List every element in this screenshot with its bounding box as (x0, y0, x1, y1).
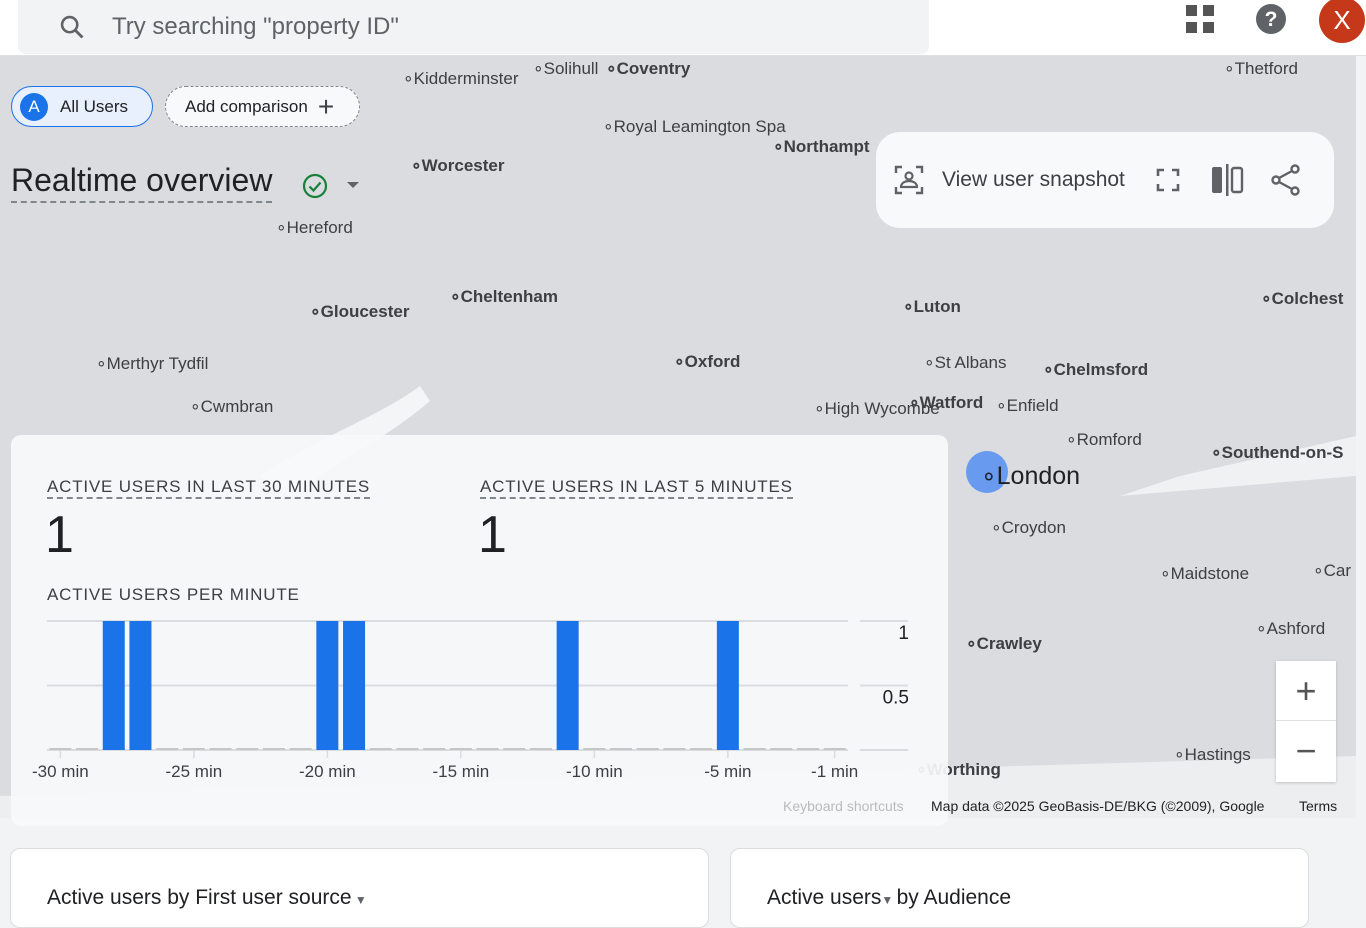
map-city-label: ∘London (981, 462, 1081, 490)
map-attribution: Map data ©2025 GeoBasis-DE/BKG (©2009), … (931, 798, 1265, 814)
first-user-source-card: Active users by First user source ▼ (10, 848, 709, 928)
x-tick-label: -5 min (704, 762, 751, 781)
map-city-label: ∘Thetford (1224, 59, 1298, 78)
map-city-label: ∘Ashford (1256, 619, 1326, 638)
x-tick-label: -1 min (811, 762, 858, 781)
map-city-label: ∘St Albans (924, 353, 1007, 372)
y-tick-label: 0.5 (883, 688, 909, 709)
map-city-label: ∘Kidderminster (403, 69, 519, 88)
metric-label-30min[interactable]: ACTIVE USERS IN LAST 30 MINUTES (47, 477, 371, 499)
search-bar[interactable]: Try searching "property ID" (18, 0, 929, 54)
map-city-label: ∘High Wycombe (814, 399, 940, 418)
map-zoom-controls: + − (1276, 661, 1336, 782)
compare-icon[interactable] (1211, 164, 1245, 196)
map-city-label: ∘Colchest (1261, 289, 1344, 308)
metric-value-5min: 1 (478, 506, 507, 564)
x-tick-label: -20 min (299, 762, 356, 781)
account-avatar[interactable]: X (1319, 0, 1365, 43)
add-comparison-label: Add comparison (185, 96, 308, 116)
map-city-label: ∘Cwmbran (190, 397, 274, 416)
map-city-label: ∘Hastings (1174, 745, 1251, 764)
metric-value-30min: 1 (45, 506, 74, 564)
map-city-label: ∘Oxford (674, 352, 741, 371)
map-city-label: ∘Car (1313, 561, 1352, 580)
map-city-label: ∘Worcester (411, 156, 505, 175)
map-city-label: ∘Southend-on-S (1211, 443, 1344, 462)
x-tick-label: -30 min (32, 762, 89, 781)
bar (129, 621, 152, 750)
user-snapshot-icon[interactable] (894, 165, 924, 195)
bar (716, 621, 739, 750)
keyboard-shortcuts-link[interactable]: Keyboard shortcuts (783, 798, 904, 814)
view-user-snapshot-button[interactable]: View user snapshot (942, 168, 1125, 191)
bar (343, 621, 366, 750)
bar (102, 621, 125, 750)
realtime-metrics-card: ACTIVE USERS IN LAST 30 MINUTES 1 ACTIVE… (11, 435, 948, 826)
map-city-label: ∘Hereford (276, 218, 353, 237)
terms-link[interactable]: Terms (1299, 798, 1338, 814)
help-icon[interactable]: ? (1255, 3, 1287, 35)
active-users-per-minute-chart: 1 0.5 -30 min -25 min -20 min -15 min -10 min -… (32, 620, 909, 781)
chevron-down-icon[interactable] (346, 180, 360, 190)
toolbar: View user snapshot (876, 132, 1334, 228)
segment-label: All Users (60, 96, 129, 116)
add-comparison-button[interactable]: Add comparison + (165, 86, 360, 127)
zoom-in-button[interactable]: + (1276, 661, 1336, 721)
share-icon[interactable] (1271, 164, 1301, 196)
x-tick-label: -25 min (166, 762, 223, 781)
chart-title: ACTIVE USERS PER MINUTE (47, 585, 300, 604)
page-title[interactable]: Realtime overview (11, 162, 273, 203)
audience-card: Active users▼ by Audience (730, 848, 1309, 928)
map-city-label: ∘Maidstone (1160, 564, 1250, 583)
map-city-label: ∘Crawley (966, 634, 1042, 653)
x-tick-label: -15 min (433, 762, 490, 781)
map-city-label: ∘Royal Leamington Spa (603, 117, 786, 136)
bar (316, 621, 339, 750)
apps-grid-icon[interactable] (1185, 4, 1215, 34)
zoom-out-button[interactable]: − (1295, 730, 1317, 771)
metric-label-5min[interactable]: ACTIVE USERS IN LAST 5 MINUTES (480, 477, 793, 499)
fullscreen-icon[interactable] (1155, 167, 1181, 193)
search-icon (60, 15, 84, 39)
map-city-label: ∘Coventry (606, 59, 691, 78)
map-city-label: ∘Gloucester (310, 302, 410, 321)
card-title-audience: by Audience (896, 886, 1012, 909)
map-city-label: ∘Romford (1066, 430, 1142, 449)
card-title-first-user-source[interactable]: Active users by First user source (47, 886, 352, 909)
map-city-label: ∘Watford (909, 393, 984, 412)
map-city-label: ∘Croydon (991, 518, 1066, 537)
top-bar: Try searching "property ID" ? X (0, 0, 1366, 56)
segment-chip-all-users[interactable]: A All Users (11, 86, 153, 127)
map-city-label: ∘Chelmsford (1043, 360, 1149, 379)
map-city-label: ∘Enfield (996, 396, 1059, 415)
x-tick-label: -10 min (566, 762, 623, 781)
bar (556, 621, 579, 750)
user-location-marker[interactable] (966, 451, 1008, 493)
map-city-label: ∘Northampt (773, 137, 870, 156)
search-placeholder: Try searching "property ID" (112, 13, 399, 40)
plus-icon: + (317, 90, 335, 122)
dropdown-icon[interactable]: ▼ (351, 893, 367, 907)
map-city-label: ∘Merthyr Tydfil (96, 354, 209, 373)
y-tick-label: 1 (898, 623, 909, 644)
map-city-label: ∘Solihull (533, 59, 599, 78)
card-title-active-users[interactable]: Active users (767, 886, 882, 909)
map-city-label: ∘Cheltenham (450, 287, 558, 306)
segment-letter: A (20, 92, 48, 121)
dropdown-icon[interactable]: ▼ (881, 893, 897, 907)
map-city-label: ∘Luton (903, 297, 961, 316)
check-circle-icon (302, 173, 328, 199)
svg-text:?: ? (1265, 8, 1278, 31)
